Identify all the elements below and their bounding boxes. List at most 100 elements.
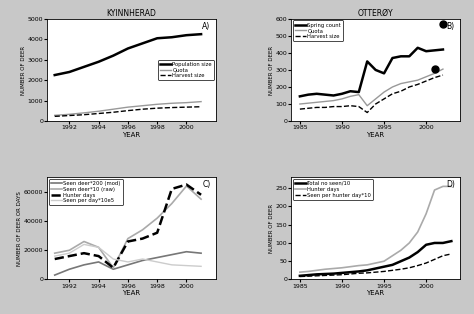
Harvest size <box>305 106 311 110</box>
Population size <box>52 73 57 77</box>
Hunter days <box>96 254 101 258</box>
Seen per hunter day*10 <box>356 271 362 275</box>
Spring count <box>356 90 362 94</box>
Total no seen/10 <box>381 265 387 268</box>
Hunter days <box>110 266 116 270</box>
Harvest size <box>423 79 429 83</box>
Seen per hunter day*10 <box>423 261 429 265</box>
Seen deer*200 (mod) <box>140 259 146 263</box>
Hunter days <box>52 257 57 261</box>
Seen per day*10e5 <box>96 246 101 249</box>
Line: Quota: Quota <box>55 102 201 115</box>
X-axis label: YEAR: YEAR <box>366 290 385 296</box>
Harvest size <box>390 92 395 96</box>
Legend: Seen deer*200 (mod), Seen deer*10 (raw), Hunter days, Seen per day*10e5: Seen deer*200 (mod), Seen deer*10 (raw),… <box>49 179 123 205</box>
Quota <box>423 75 429 78</box>
Hunter days <box>66 254 72 258</box>
Hunter days <box>406 241 412 245</box>
Population size <box>183 33 189 37</box>
Seen per hunter day*10 <box>373 270 378 274</box>
X-axis label: YEAR: YEAR <box>122 132 141 138</box>
Legend: Total no seen/10, Hunter days, Seen per hunter day*10: Total no seen/10, Hunter days, Seen per … <box>293 179 374 200</box>
Quota <box>305 101 311 105</box>
Quota <box>169 101 174 105</box>
Total no seen/10 <box>339 271 345 275</box>
Total no seen/10 <box>432 241 438 245</box>
Seen per day*10e5 <box>81 242 87 246</box>
Total no seen/10 <box>415 250 420 254</box>
Quota <box>347 95 353 98</box>
Quota <box>52 113 57 117</box>
Seen deer*10 (raw) <box>110 266 116 270</box>
Hunter days <box>440 185 446 188</box>
Harvest size <box>297 107 303 111</box>
Spring count <box>347 89 353 93</box>
Spring count <box>305 93 311 96</box>
Total no seen/10 <box>440 241 446 245</box>
Seen per hunter day*10 <box>406 266 412 270</box>
Seen per hunter day*10 <box>339 273 345 277</box>
Seen per hunter day*10 <box>322 273 328 277</box>
X-axis label: YEAR: YEAR <box>122 290 141 296</box>
Harvest size <box>406 85 412 89</box>
Seen deer*200 (mod) <box>66 267 72 271</box>
Quota <box>440 67 446 71</box>
Spring count <box>365 60 370 63</box>
Seen deer*10 (raw) <box>96 246 101 249</box>
Line: Seen per hunter day*10: Seen per hunter day*10 <box>300 254 451 277</box>
Total no seen/10 <box>406 256 412 259</box>
Seen per day*10e5 <box>110 257 116 261</box>
Y-axis label: NUMBER OF DEER: NUMBER OF DEER <box>269 204 274 253</box>
Spring count <box>297 95 303 98</box>
Hunter days <box>183 183 189 187</box>
Spring count <box>331 94 337 97</box>
Spring count <box>322 93 328 96</box>
Seen deer*200 (mod) <box>125 263 131 267</box>
Line: Harvest size: Harvest size <box>55 107 201 116</box>
Spring count <box>373 68 378 72</box>
Quota <box>155 102 160 106</box>
Seen deer*10 (raw) <box>155 216 160 220</box>
Seen per hunter day*10 <box>390 268 395 272</box>
Population size <box>66 70 72 74</box>
Seen per hunter day*10 <box>365 271 370 275</box>
Harvest size <box>198 105 204 109</box>
Point <box>439 21 447 26</box>
Quota <box>314 100 319 104</box>
Quota <box>406 80 412 84</box>
Seen deer*10 (raw) <box>125 237 131 241</box>
Hunter days <box>381 259 387 263</box>
Hunter days <box>305 269 311 273</box>
Text: D): D) <box>446 180 455 189</box>
Hunter days <box>423 212 429 216</box>
Quota <box>96 109 101 113</box>
Total no seen/10 <box>347 270 353 274</box>
Y-axis label: NUMBER OF DEER: NUMBER OF DEER <box>21 46 26 95</box>
Hunter days <box>331 267 337 270</box>
Text: B): B) <box>447 22 455 31</box>
Spring count <box>423 49 429 53</box>
Seen per day*10e5 <box>155 260 160 264</box>
Population size <box>155 36 160 40</box>
Seen deer*10 (raw) <box>198 197 204 201</box>
Total no seen/10 <box>314 273 319 276</box>
Seen per hunter day*10 <box>440 254 446 257</box>
Line: Harvest size: Harvest size <box>300 75 443 112</box>
Spring count <box>390 56 395 60</box>
Total no seen/10 <box>390 263 395 267</box>
Hunter days <box>448 185 454 188</box>
Hunter days <box>169 187 174 191</box>
Quota <box>390 85 395 89</box>
Seen deer*200 (mod) <box>183 250 189 254</box>
Seen per hunter day*10 <box>381 269 387 273</box>
Seen deer*200 (mod) <box>110 267 116 271</box>
Title: KYINNHERAD: KYINNHERAD <box>107 9 156 18</box>
Harvest size <box>398 89 404 93</box>
Hunter days <box>373 261 378 265</box>
Harvest size <box>440 73 446 77</box>
Hunter days <box>415 230 420 234</box>
Seen deer*200 (mod) <box>198 251 204 255</box>
Seen per day*10e5 <box>198 264 204 268</box>
Quota <box>331 99 337 102</box>
Quota <box>322 100 328 103</box>
